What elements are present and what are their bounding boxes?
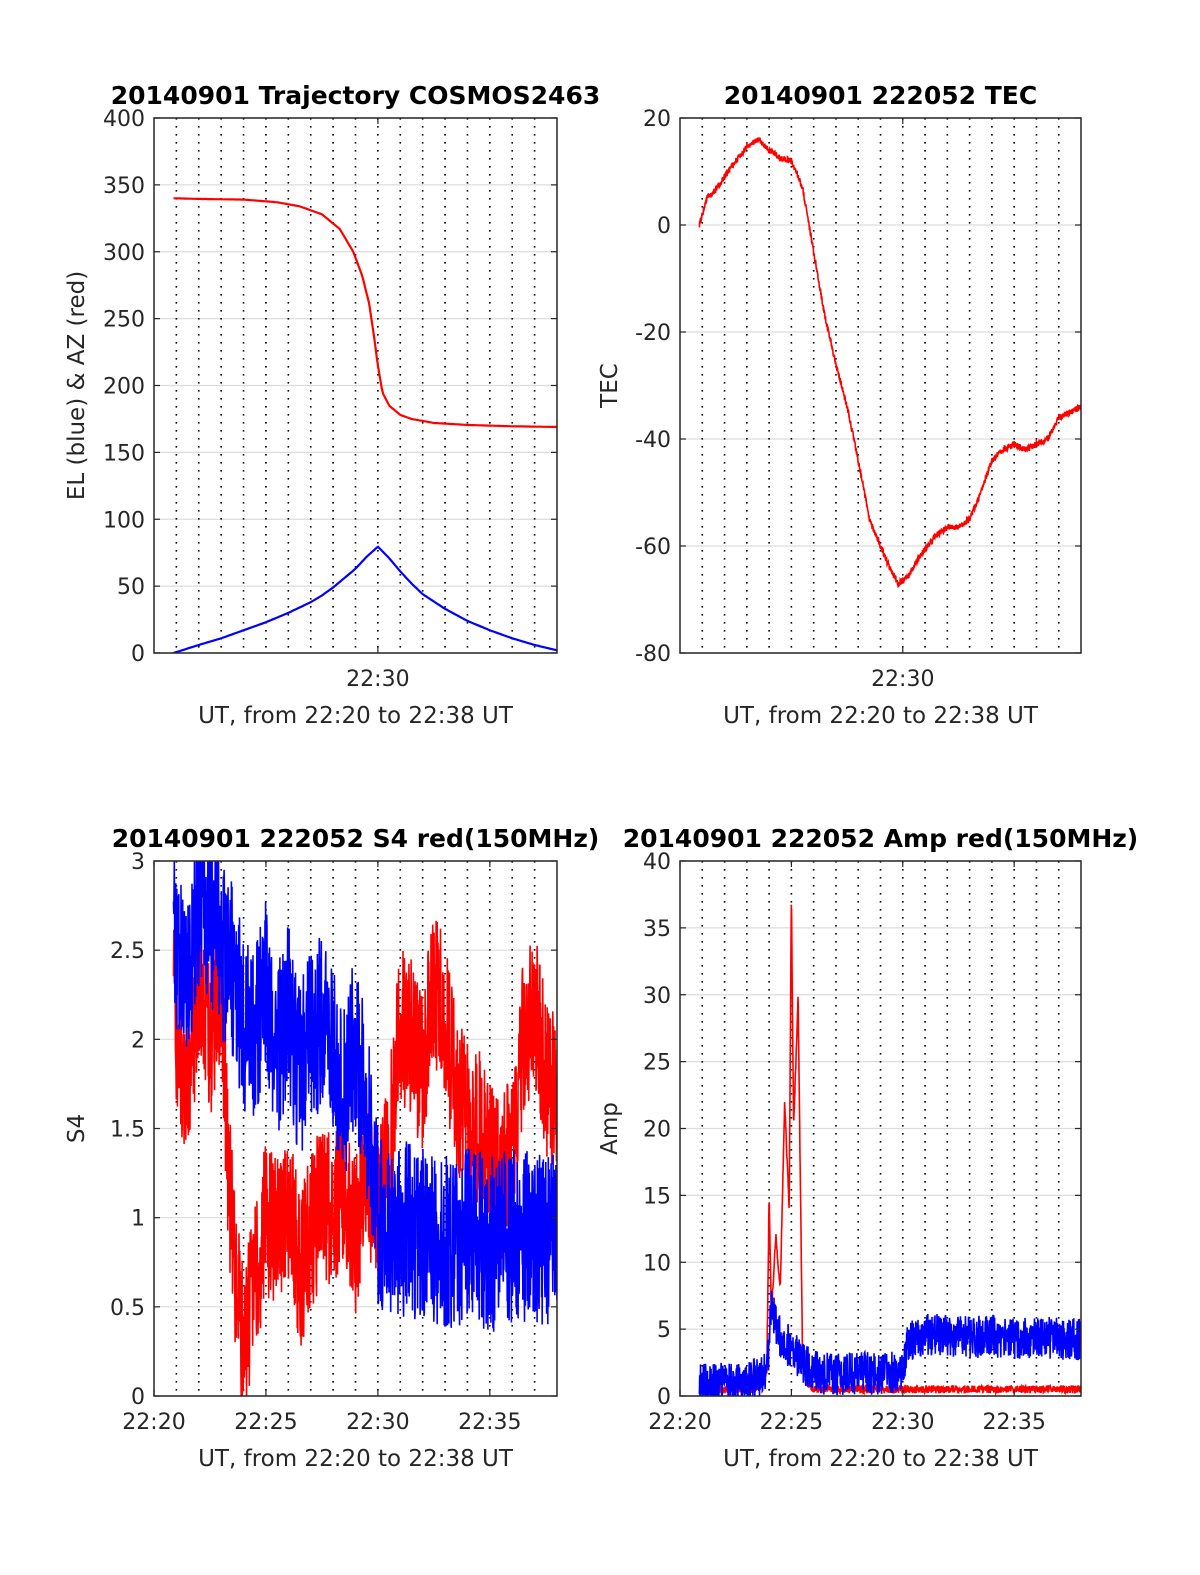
x-tick-label: 22:30 bbox=[346, 1410, 409, 1435]
axes-box bbox=[679, 117, 1082, 654]
y-tick-label: 10 bbox=[643, 1251, 671, 1276]
y-axis-label: S4 bbox=[64, 1114, 90, 1143]
y-tick-label: 15 bbox=[643, 1184, 671, 1209]
y-tick-label: -40 bbox=[635, 428, 671, 453]
y-tick-label: 300 bbox=[103, 241, 145, 266]
y-tick-label: 20 bbox=[643, 107, 671, 132]
x-tick-label: 22:30 bbox=[346, 667, 409, 692]
x-tick-label: 22:25 bbox=[234, 1410, 297, 1435]
y-tick-label: 25 bbox=[643, 1051, 671, 1076]
series-line-blue bbox=[698, 1290, 1081, 1396]
y-tick-label: 200 bbox=[103, 375, 145, 400]
y-tick-label: 1 bbox=[131, 1207, 145, 1232]
x-axis-label: UT, from 22:20 to 22:38 UT bbox=[198, 1446, 514, 1472]
y-tick-label: 20 bbox=[643, 1118, 671, 1143]
y-tick-label: 150 bbox=[103, 441, 145, 466]
y-tick-label: 2 bbox=[131, 1028, 145, 1053]
series-line-red bbox=[698, 137, 1081, 589]
chart-title: 20140901 222052 TEC bbox=[724, 81, 1037, 110]
x-tick-label: 22:30 bbox=[871, 667, 934, 692]
y-tick-label: 2.5 bbox=[110, 939, 145, 964]
series-line-red bbox=[173, 197, 557, 429]
y-tick-label: 3 bbox=[131, 850, 145, 875]
y-tick-label: 0 bbox=[131, 642, 145, 667]
y-axis-label: Amp bbox=[597, 1102, 623, 1155]
x-axis-label: UT, from 22:20 to 22:38 UT bbox=[198, 703, 514, 729]
y-tick-label: 0 bbox=[131, 1385, 145, 1410]
x-tick-label: 22:20 bbox=[122, 1410, 185, 1435]
y-tick-label: 35 bbox=[643, 917, 671, 942]
x-tick-label: 22:35 bbox=[458, 1410, 521, 1435]
y-tick-label: 100 bbox=[103, 508, 145, 533]
chart-amp: 0 5 10 15 20 25 30 35 40 22:20 22:25 22:30 22:35 2014… bbox=[597, 824, 1138, 1472]
y-tick-label: -80 bbox=[635, 642, 671, 667]
chart-tec: -80 -60 -40 -20 0 20 22:30 20140901 222052 TEC U… bbox=[597, 81, 1082, 729]
y-tick-label: 40 bbox=[643, 850, 671, 875]
x-tick-label: 22:25 bbox=[760, 1410, 823, 1435]
y-tick-label: 250 bbox=[103, 308, 145, 333]
y-tick-label: 400 bbox=[103, 107, 145, 132]
y-tick-label: 0.5 bbox=[110, 1296, 145, 1321]
chart-title: 20140901 Trajectory COSMOS2463 bbox=[111, 81, 601, 110]
x-axis-label: UT, from 22:20 to 22:38 UT bbox=[723, 703, 1039, 729]
y-axis-label: TEC bbox=[597, 363, 623, 409]
y-tick-label: -20 bbox=[635, 321, 671, 346]
chart-title: 20140901 222052 S4 red(150MHz) bbox=[112, 824, 600, 853]
chart-traj: 0 50 100 150 200 250 300 350 400 22:30 20140901 Tr… bbox=[64, 81, 600, 729]
x-axis-label: UT, from 22:20 to 22:38 UT bbox=[723, 1446, 1039, 1472]
y-tick-label: 0 bbox=[657, 214, 671, 239]
y-tick-label: -60 bbox=[635, 535, 671, 560]
x-tick-label: 22:30 bbox=[871, 1410, 934, 1435]
series-line-blue bbox=[172, 861, 557, 1332]
y-tick-label: 1.5 bbox=[110, 1118, 145, 1143]
y-tick-label: 350 bbox=[103, 174, 145, 199]
chart-s4: 0 0.5 1 1.5 2 2.5 3 22:20 22:25 22:30 22:35 2014090… bbox=[64, 824, 600, 1472]
y-tick-label: 50 bbox=[117, 575, 145, 600]
y-tick-label: 0 bbox=[657, 1385, 671, 1410]
y-tick-label: 30 bbox=[643, 984, 671, 1009]
series-line-blue bbox=[173, 545, 557, 653]
y-tick-label: 5 bbox=[657, 1318, 671, 1343]
x-tick-label: 22:35 bbox=[982, 1410, 1045, 1435]
chart-title: 20140901 222052 Amp red(150MHz) bbox=[623, 824, 1139, 853]
y-axis-label: EL (blue) & AZ (red) bbox=[64, 271, 90, 500]
x-tick-label: 22:20 bbox=[648, 1410, 711, 1435]
